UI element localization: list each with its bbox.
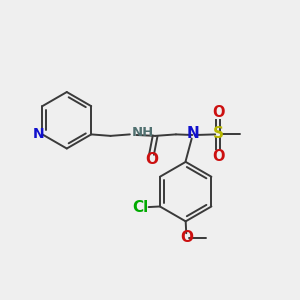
Text: O: O [180, 230, 193, 245]
Text: N: N [187, 126, 200, 141]
Text: S: S [213, 126, 224, 141]
Text: NH: NH [131, 126, 154, 140]
Text: O: O [212, 105, 224, 120]
Text: N: N [33, 128, 45, 141]
Text: O: O [145, 152, 158, 167]
Text: Cl: Cl [133, 200, 149, 215]
Text: O: O [212, 148, 224, 164]
